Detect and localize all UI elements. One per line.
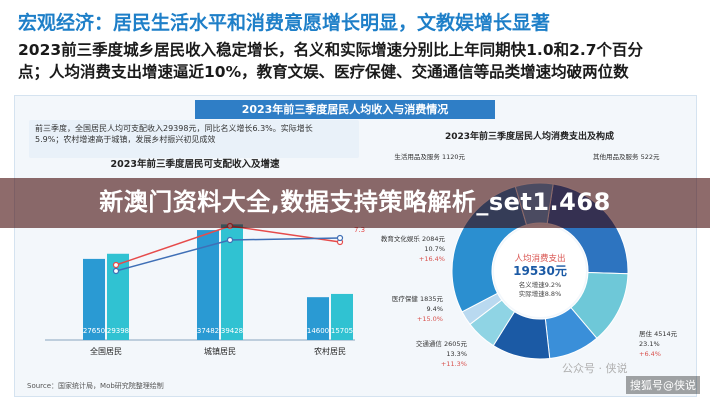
slice-label: 教育文化娱乐 2084元 [381,234,446,243]
summary-line-2: 5.9%；农村增速高于城镇，发展乡村振兴初见成效 [35,135,216,144]
watermark-mid: 公众号 · 侠说 [562,362,628,375]
section-label: 宏观经济： [18,12,114,34]
slice-label: +6.4% [639,350,661,358]
spending-chart-title: 2023年前三季度居民人均消费支出及构成 [445,132,615,142]
category-label: 城镇居民 [204,346,236,356]
article-header: 宏观经济：居民生活水平和消费意愿增长明显，文教娱增长显著 2023前三季度城乡居… [0,0,710,96]
subheadline-line-2: 点；人均消费支出增速逼近10%，教育文娱、医疗保健、交通通信等品类增速均破两位数 [18,63,629,81]
bar-value-label: 29398 [107,327,129,335]
bar-value-label: 27650 [83,327,105,335]
watermark-bottom: 搜狐号@侠说 [626,376,700,394]
slice-label: 交通通信 2605元 [416,339,468,348]
slice-label: +16.4% [419,255,445,263]
slice-label: 23.1% [639,340,660,348]
income-chart-title: 2023年前三季度居民可支配收入及增速 [110,159,280,170]
infographic-panel: 2023年前三季度居民人均收入与消费情况 前三季度，全国居民人均可支配收入293… [14,95,697,397]
slice-label: 其他用品及服务 522元 [593,152,660,161]
panel-banner: 2023年前三季度居民人均收入与消费情况 [195,100,495,119]
center-title: 人均消费支出 [514,253,565,264]
donut-hole [494,225,586,317]
summary-note: 前三季度，全国居民人均可支配收入29398元，同比名义增长6.3%。实际增长 5… [29,120,359,158]
title-overlay-band [0,178,710,228]
slice-label: +11.3% [441,360,467,368]
slice-label: 居住 4514元 [639,329,678,338]
overlay-title: 新澳门资料大全,数据支持策略解析_set1.468 [99,188,611,216]
center-value: 19530元 [513,264,567,278]
growth-point [336,234,344,242]
bar [307,297,329,340]
growth-label: 7.3% [354,226,365,234]
bar-value-label: 39428 [221,327,243,335]
category-label: 农村居民 [314,346,346,356]
growth-point [112,267,120,275]
slice-label: +15.0% [417,315,443,323]
slice-label: 医疗保健 1835元 [392,294,444,303]
growth-point [112,261,120,269]
slice-label: 9.4% [426,305,443,313]
summary-line-1: 前三季度，全国居民人均可支配收入29398元，同比名义增长6.3%。实际增长 [35,124,313,133]
bar-value-label: 14600 [307,327,329,335]
headline: 居民生活水平和消费意愿增长明显，文教娱增长显著 [113,12,551,34]
slice-label: 13.3% [446,350,467,358]
bar [197,230,219,340]
category-label: 全国居民 [90,346,122,356]
center-note: 实际增速8.8% [519,289,562,298]
subheadline-line-1: 2023前三季度城乡居民收入稳定增长，名义和实际增速分别比上年同期快1.0和2.… [18,41,644,59]
bar-value-label: 15705 [331,327,353,335]
center-note: 名义增速9.2% [519,280,562,289]
growth-point [226,236,234,244]
source-note: Source：国家统计局，Mob研究院整理绘制 [27,382,164,390]
subheadline: 2023前三季度城乡居民收入稳定增长，名义和实际增速分别比上年同期快1.0和2.… [18,39,692,83]
bar [221,224,243,340]
bar [83,258,105,340]
slice-label: 生活用品及服务 1120元 [394,152,465,161]
income-bar-chart: 27650 29398 全国居民 37482 39428 城镇居民 14600 15705 农村… [45,222,365,356]
bar [107,253,129,340]
slice-label: 10.7% [424,245,445,253]
bar-value-label: 37482 [197,327,219,335]
bar [331,293,353,340]
